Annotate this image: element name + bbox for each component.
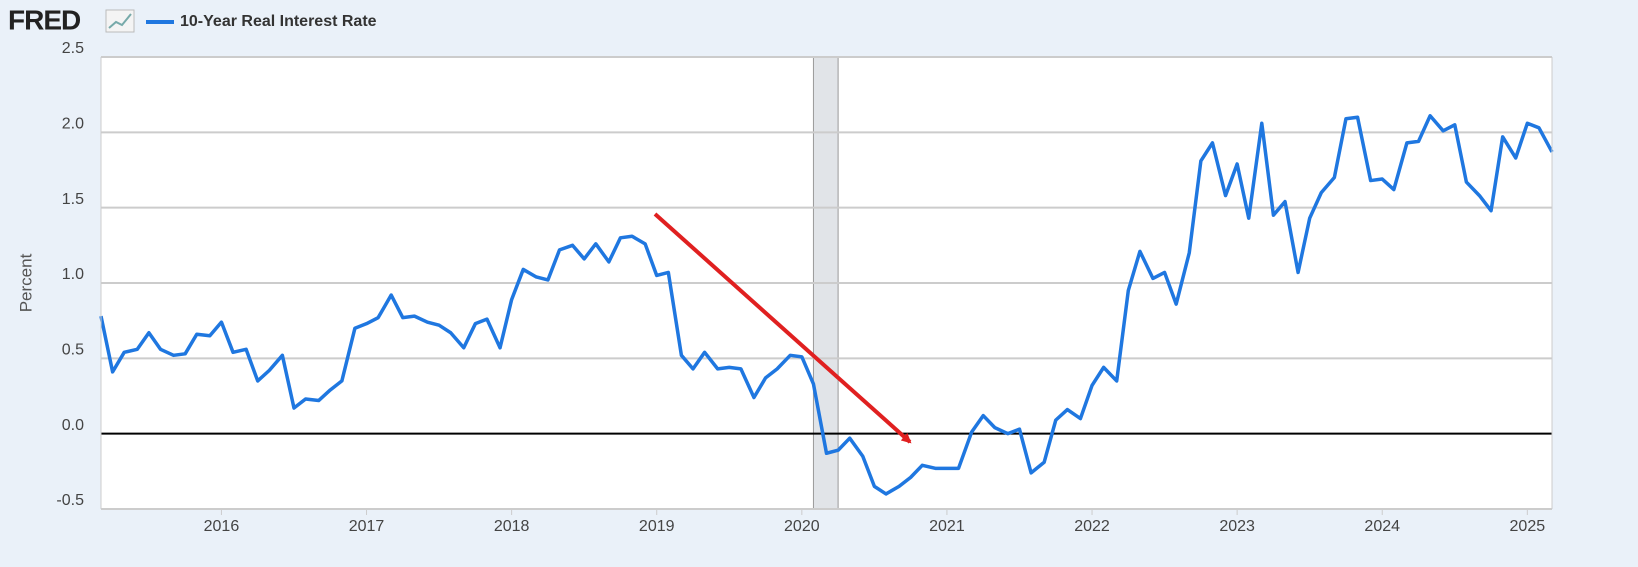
x-tick-label: 2019 <box>639 518 675 535</box>
logo-icon <box>105 9 135 33</box>
y-tick-label: -0.5 <box>56 492 84 509</box>
annotation-arrow <box>653 212 912 444</box>
y-tick-label: 0.5 <box>62 342 84 359</box>
x-tick-label: 2016 <box>204 518 240 535</box>
y-axis-label: Percent <box>16 253 35 312</box>
y-tick-label: 2.5 <box>62 40 84 57</box>
y-tick-label: 2.0 <box>62 116 84 133</box>
logo: FRED <box>8 4 81 35</box>
x-tick-label: 2023 <box>1219 518 1255 535</box>
y-tick-label: 0.0 <box>62 417 84 434</box>
x-tick-label: 2020 <box>784 518 820 535</box>
x-tick-label: 2017 <box>349 518 385 535</box>
x-tick-label: 2022 <box>1074 518 1110 535</box>
y-tick-label: 1.0 <box>62 266 84 283</box>
y-tick-label: 1.5 <box>62 191 84 208</box>
x-tick-label: 2025 <box>1510 518 1546 535</box>
x-tick-label: 2021 <box>929 518 965 535</box>
x-tick-label: 2024 <box>1364 518 1400 535</box>
legend-label: 10-Year Real Interest Rate <box>180 13 377 30</box>
x-tick-label: 2018 <box>494 518 530 535</box>
data-line <box>99 114 1554 496</box>
